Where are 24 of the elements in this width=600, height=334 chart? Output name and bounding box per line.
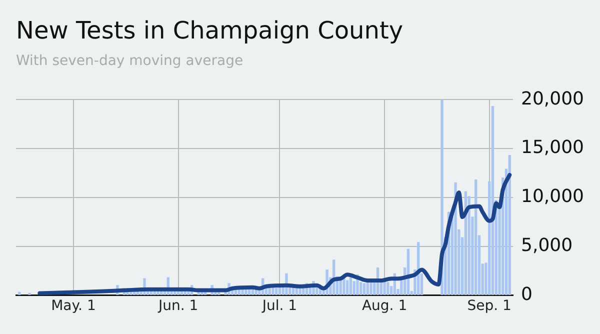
y-tick-label: 10,000 — [521, 186, 584, 208]
bar — [383, 281, 386, 296]
bar — [18, 292, 21, 296]
chart-title: New Tests in Champaign County — [16, 16, 404, 45]
y-tick-label: 15,000 — [521, 137, 584, 158]
x-tick-label: May. 1 — [51, 298, 96, 314]
x-tick-label: Sep. 1 — [467, 298, 512, 314]
x-tick-label: Jul. 1 — [261, 298, 298, 314]
bar — [342, 278, 346, 296]
bar — [386, 282, 390, 296]
bar — [130, 292, 132, 296]
x-tick-label: Aug. 1 — [362, 298, 408, 314]
y-tick-label: 20,000 — [521, 88, 584, 110]
bar — [474, 179, 478, 296]
y-tick-label: 5,000 — [521, 234, 573, 256]
bar — [275, 288, 278, 296]
bar — [346, 280, 349, 296]
x-tick-label: Jun. 1 — [157, 298, 198, 314]
line-series — [38, 172, 512, 296]
bar — [28, 292, 31, 296]
bar — [362, 283, 366, 296]
bar — [508, 155, 511, 296]
y-tick-label: 0 — [521, 284, 532, 305]
chart-subtitle: With seven-day moving average — [16, 52, 244, 69]
